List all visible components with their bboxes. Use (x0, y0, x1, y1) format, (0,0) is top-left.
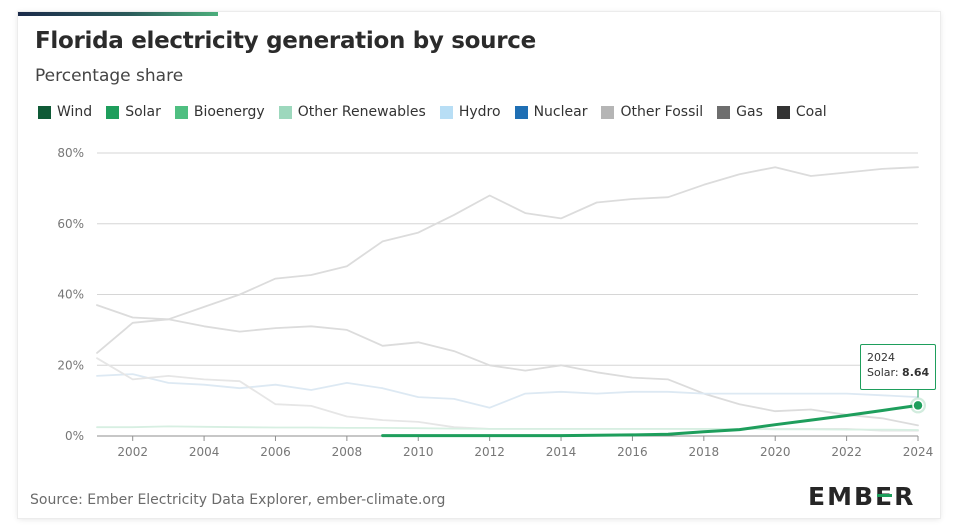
legend-label: Other Renewables (297, 104, 426, 120)
x-tick-label: 2016 (617, 445, 648, 459)
chart-card (18, 12, 940, 518)
x-tick-label: 2020 (760, 445, 791, 459)
y-tick-label: 60% (57, 217, 84, 231)
x-tick-label: 2006 (260, 445, 291, 459)
legend-label: Bioenergy (193, 104, 265, 120)
legend-swatch (601, 105, 615, 119)
series-line-coal (96, 304, 919, 427)
chart-subtitle: Percentage share (35, 66, 184, 86)
x-tick-label: 2008 (332, 445, 363, 459)
legend-swatch (106, 105, 120, 119)
legend-item-other-renewables[interactable]: Other Renewables (278, 104, 426, 120)
accent-bar (18, 12, 218, 16)
y-tick-label: 40% (57, 288, 84, 302)
x-tick-label: 2024 (903, 445, 934, 459)
legend-swatch (514, 105, 528, 119)
legend-label: Gas (736, 104, 763, 120)
legend-swatch (776, 105, 790, 119)
tooltip-series: Solar (867, 366, 895, 379)
legend-item-nuclear[interactable]: Nuclear (514, 104, 588, 120)
series-line-bioenergy (96, 425, 919, 431)
solar-tooltip: 2024 Solar: 8.64 (860, 344, 936, 390)
legend-item-solar[interactable]: Solar (106, 104, 161, 120)
legend-item-coal[interactable]: Coal (776, 104, 827, 120)
tooltip-year: 2024 (867, 351, 895, 364)
legend-item-gas[interactable]: Gas (717, 104, 763, 120)
series-line-nuclear (96, 373, 919, 409)
series-line-solar (381, 403, 920, 438)
y-tick-label: 0% (65, 429, 84, 443)
ember-logo: EMBER (808, 482, 916, 511)
source-note: Source: Ember Electricity Data Explorer,… (30, 492, 446, 508)
y-tick-label: 80% (57, 146, 84, 160)
x-tick-label: 2014 (546, 445, 577, 459)
x-tick-label: 2002 (117, 445, 148, 459)
legend-label: Wind (57, 104, 93, 120)
legend-swatch (717, 105, 731, 119)
legend-item-bioenergy[interactable]: Bioenergy (174, 104, 265, 120)
legend-item-wind[interactable]: Wind (38, 104, 92, 120)
tooltip-value: 8.64 (902, 366, 930, 379)
x-tick-label: 2010 (403, 445, 434, 459)
legend-label: Other Fossil (620, 104, 704, 120)
legend-label: Hydro (458, 104, 501, 120)
x-tick-label: 2022 (831, 445, 862, 459)
x-tick-label: 2018 (689, 445, 720, 459)
legend-swatch (278, 105, 292, 119)
y-tick-label: 20% (57, 358, 84, 372)
legend-label: Solar (125, 104, 161, 120)
legend-item-other-fossil[interactable]: Other Fossil (601, 104, 703, 120)
legend-item-hydro[interactable]: Hydro (439, 104, 501, 120)
legend-swatch (439, 105, 453, 119)
legend-label: Coal (795, 104, 827, 120)
series-line-gas (96, 166, 919, 354)
legend-label: Nuclear (533, 104, 588, 120)
x-tick-label: 2004 (189, 445, 220, 459)
chart-title: Florida electricity generation by source (35, 28, 536, 54)
legend: Wind Solar Bioenergy Other Renewables Hydro N… (38, 104, 827, 120)
legend-swatch (38, 105, 51, 119)
solar-point-2024 (912, 399, 924, 412)
x-tick-label: 2012 (474, 445, 505, 459)
legend-swatch (174, 105, 188, 119)
